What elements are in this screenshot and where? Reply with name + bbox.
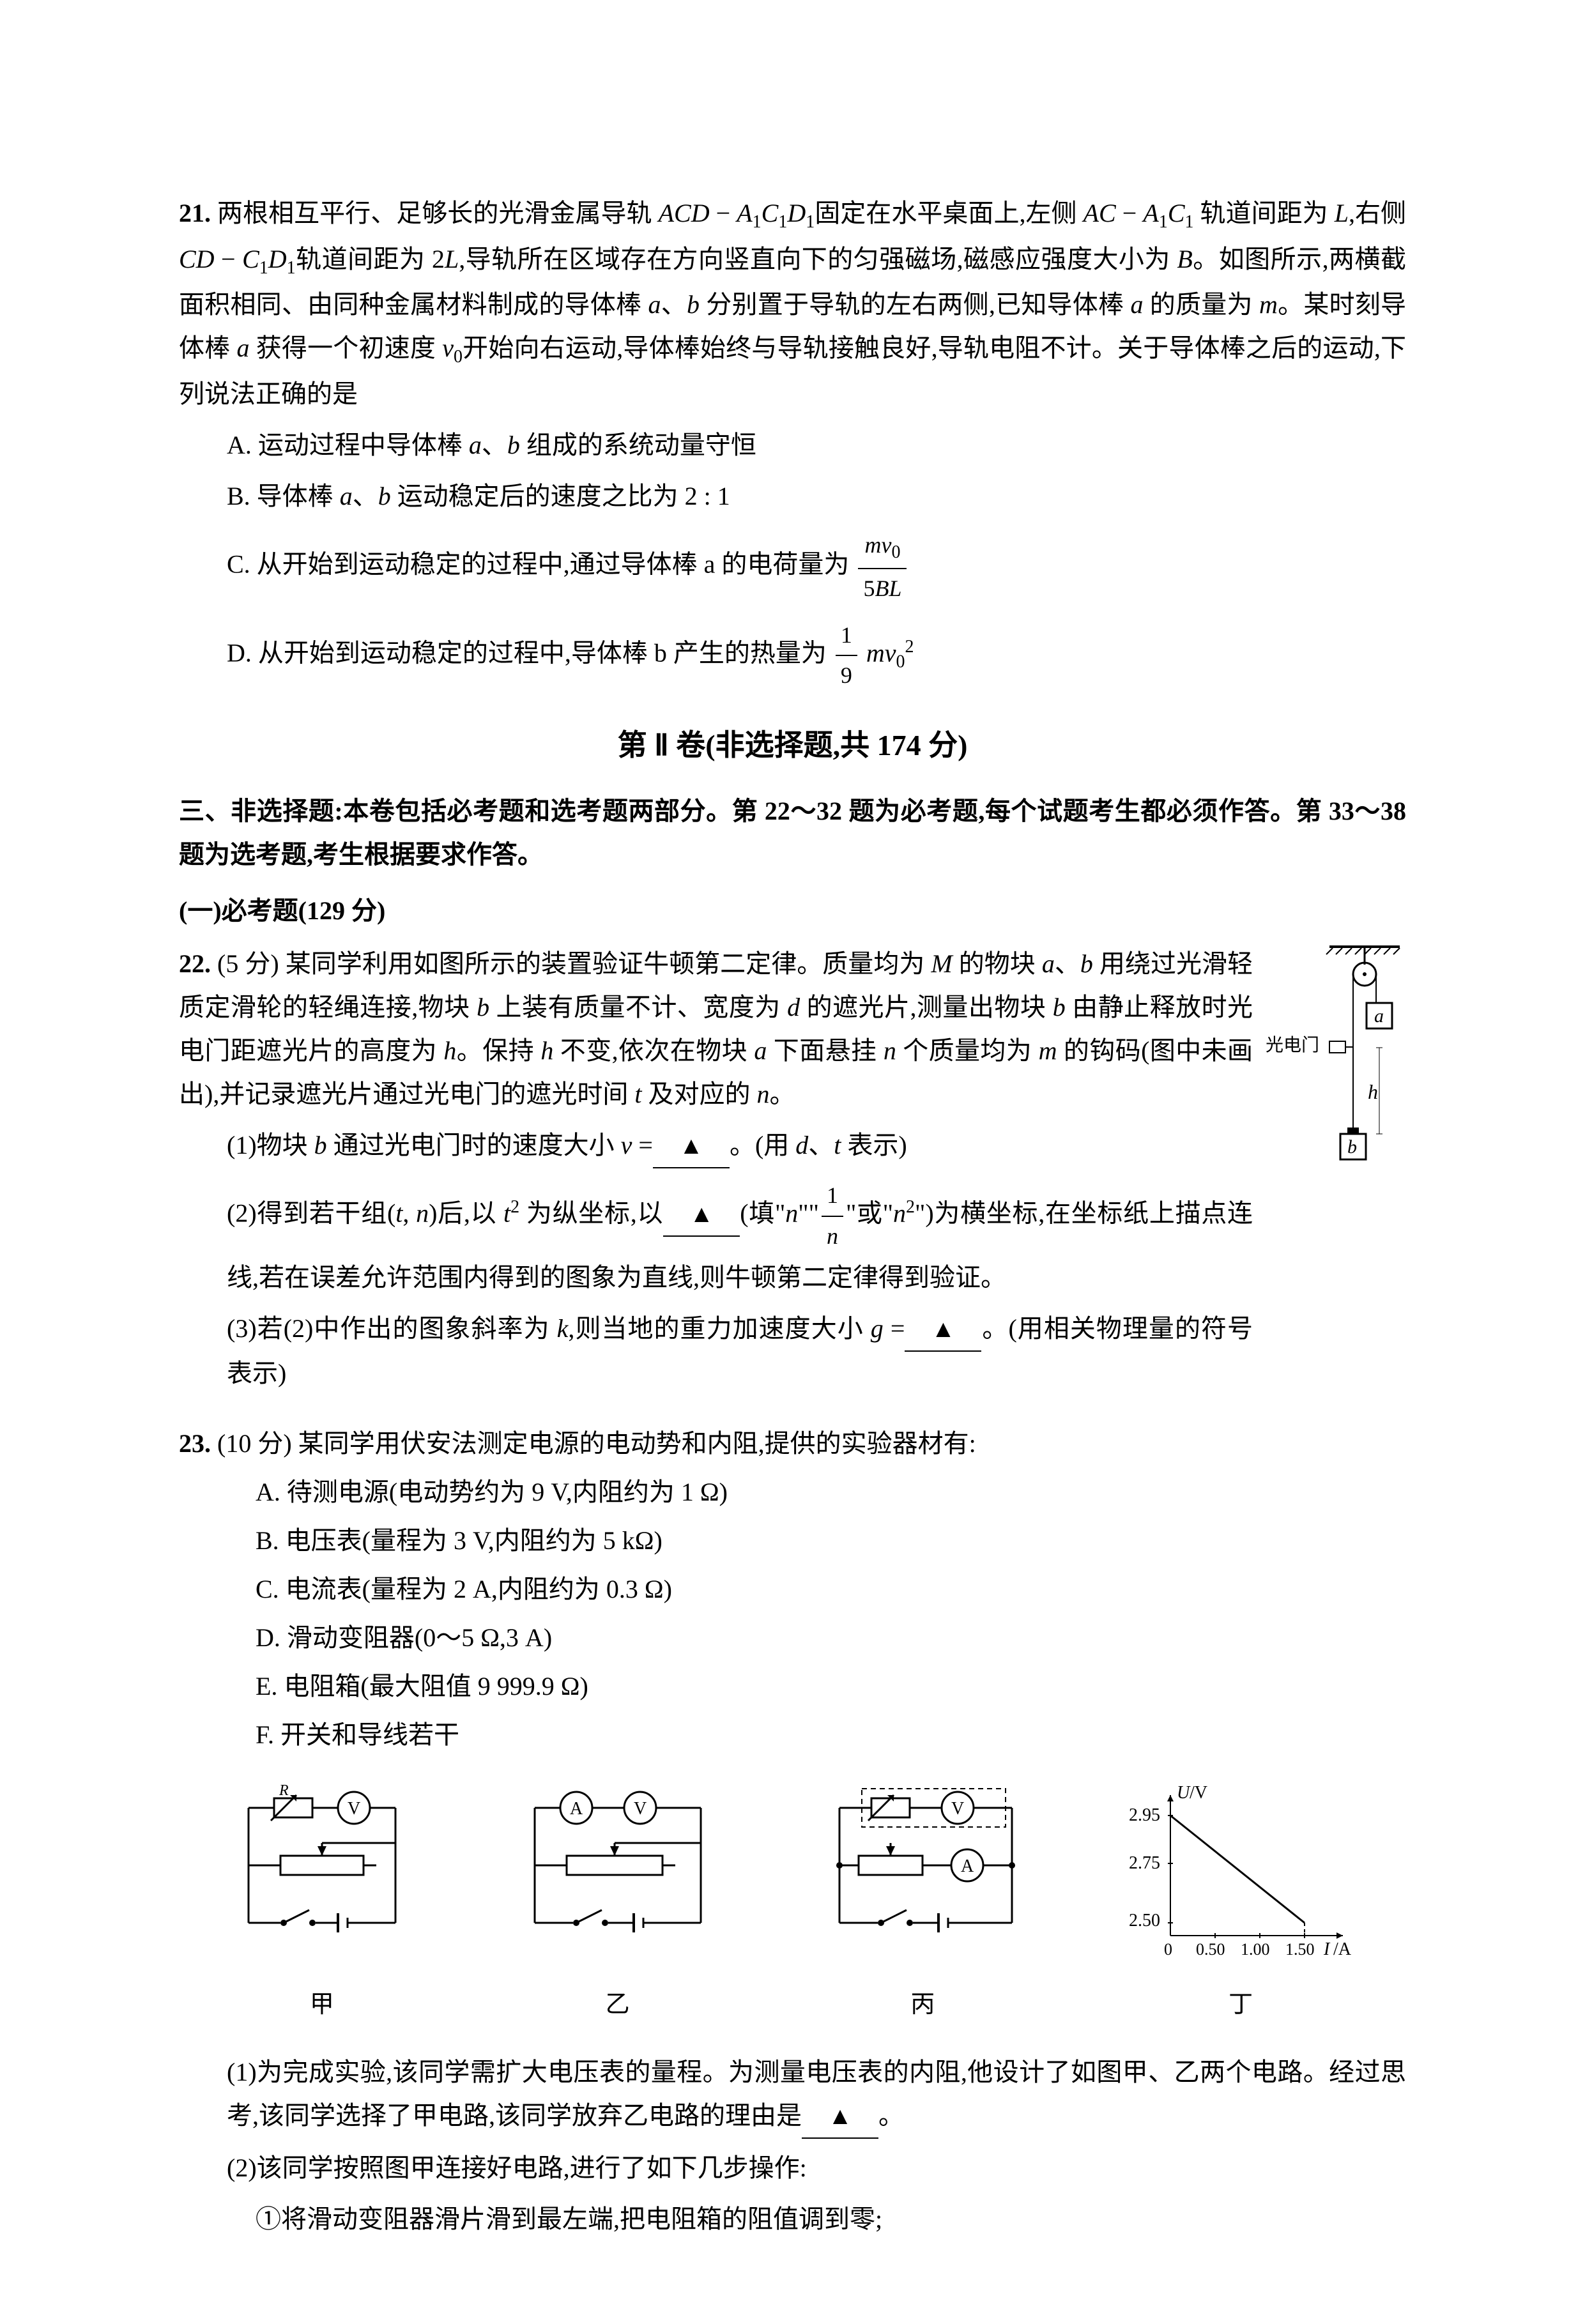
- q23-equipment-list: A. 待测电源(电动势约为 9 V,内阻约为 1 Ω) B. 电压表(量程为 3…: [179, 1471, 1406, 1757]
- pulley-diagram-svg: a 光电门 h b: [1266, 942, 1406, 1179]
- svg-text:0.50: 0.50: [1196, 1940, 1225, 1959]
- circuit-jia-label: 甲: [223, 1984, 421, 2026]
- q21-d-fraction: 1 9: [836, 616, 857, 695]
- q21-options: A. 运动过程中导体棒 a、b 组成的系统动量守恒 B. 导体棒 a、b 运动稳…: [179, 424, 1406, 695]
- question-23: 23. (10 分) 某同学用伏安法测定电源的电动势和内阻,提供的实验器材有: …: [179, 1422, 1406, 2242]
- svg-text:/A: /A: [1333, 1939, 1352, 1959]
- svg-text:I: I: [1323, 1939, 1331, 1959]
- question-22: 22. (5 分) 某同学利用如图所示的装置验证牛顿第二定律。质量均为 M 的物…: [179, 942, 1406, 1402]
- q21-option-d: D. 从开始到运动稳定的过程中,导体棒 b 产生的热量为 1 9 mv02: [227, 616, 1406, 695]
- svg-text:V: V: [634, 1799, 647, 1819]
- q23-sub2: (2)该同学按照图甲连接好电路,进行了如下几步操作:: [179, 2146, 1406, 2190]
- subsection-required: (一)必考题(129 分): [179, 889, 1406, 933]
- svg-text:/V: /V: [1190, 1783, 1207, 1803]
- q23-body: 23. (10 分) 某同学用伏安法测定电源的电动势和内阻,提供的实验器材有:: [179, 1422, 1406, 1465]
- q23-sub2-step1: ①将滑动变阻器滑片滑到最左端,把电阻箱的阻值调到零;: [179, 2198, 1406, 2241]
- circuit-jia-svg: R V: [223, 1782, 421, 1961]
- question-21: 21. 两根相互平行、足够长的光滑金属导轨 ACD − A1C1D1固定在水平桌…: [179, 192, 1406, 695]
- section-2-title: 第 Ⅱ 卷(非选择题,共 174 分): [179, 721, 1406, 770]
- svg-text:U: U: [1177, 1783, 1191, 1803]
- q23-equip-f: F. 开关和导线若干: [256, 1713, 1406, 1757]
- circuit-bing-svg: V A: [814, 1782, 1031, 1961]
- svg-text:V: V: [951, 1799, 964, 1819]
- svg-text:b: b: [1347, 1136, 1357, 1158]
- q21-c-prefix: C. 从开始到运动稳定的过程中,通过导体棒 a 的电荷量为: [227, 549, 849, 578]
- q21-number: 21.: [179, 199, 211, 227]
- q21-d-prefix: D. 从开始到运动稳定的过程中,导体棒 b 产生的热量为: [227, 638, 827, 667]
- q23-points: (10 分): [217, 1429, 292, 1458]
- q21-option-c: C. 从开始到运动稳定的过程中,通过导体棒 a 的电荷量为 mv0 5BL: [227, 526, 1406, 608]
- svg-text:a: a: [1374, 1005, 1384, 1027]
- svg-text:0: 0: [1164, 1940, 1172, 1959]
- circuit-yi-label: 乙: [509, 1984, 726, 2026]
- q23-equip-d: D. 滑动变阻器(0～5 Ω,3 A): [256, 1616, 1406, 1660]
- q22-sub2: (2)得到若干组(t, n)后,以 t2 为纵坐标,以▲(填"n""1n"或"n…: [179, 1176, 1253, 1299]
- svg-text:2.95: 2.95: [1129, 1805, 1160, 1825]
- svg-text:h: h: [1368, 1080, 1378, 1103]
- q23-text: 某同学用伏安法测定电源的电动势和内阻,提供的实验器材有:: [298, 1429, 976, 1458]
- q23-equip-b: B. 电压表(量程为 3 V,内阻约为 5 kΩ): [256, 1519, 1406, 1563]
- q23-equip-e: E. 电阻箱(最大阻值 9 999.9 Ω): [256, 1665, 1406, 1708]
- q21-c-fraction: mv0 5BL: [858, 526, 907, 608]
- q23-number: 23.: [179, 1429, 211, 1458]
- q22-sub1: (1)物块 b 通过光电门时的速度大小 v =▲。(用 d、t 表示): [179, 1124, 1253, 1168]
- q22-number: 22.: [179, 949, 211, 978]
- q22-body: 22. (5 分) 某同学利用如图所示的装置验证牛顿第二定律。质量均为 M 的物…: [179, 942, 1253, 1116]
- circuit-yi-svg: A V: [509, 1782, 726, 1961]
- q21-option-a: A. 运动过程中导体棒 a、b 组成的系统动量守恒: [227, 424, 1406, 467]
- q23-equip-c: C. 电流表(量程为 2 A,内阻约为 0.3 Ω): [256, 1568, 1406, 1611]
- q21-text: 两根相互平行、足够长的光滑金属导轨 ACD − A1C1D1固定在水平桌面上,左…: [179, 199, 1406, 408]
- q21-body: 21. 两根相互平行、足够长的光滑金属导轨 ACD − A1C1D1固定在水平桌…: [179, 192, 1406, 416]
- circuit-yi: A V: [509, 1782, 726, 2026]
- svg-text:光电门: 光电门: [1266, 1035, 1319, 1055]
- circuit-bing-label: 丙: [814, 1984, 1031, 2026]
- q22-diagram: a 光电门 h b: [1266, 942, 1406, 1192]
- svg-text:1.00: 1.00: [1241, 1940, 1270, 1959]
- graph-ding-label: 丁: [1119, 1984, 1362, 2026]
- q21-option-b: B. 导体棒 a、b 运动稳定后的速度之比为 2 : 1: [227, 475, 1406, 518]
- svg-text:2.50: 2.50: [1129, 1911, 1160, 1930]
- section-2-instructions: 三、非选择题:本卷包括必考题和选考题两部分。第 22～32 题为必考题,每个试题…: [179, 790, 1406, 876]
- svg-text:A: A: [570, 1799, 583, 1819]
- q22-text: 某同学利用如图所示的装置验证牛顿第二定律。质量均为 M 的物块 a、b 用绕过光…: [179, 949, 1253, 1108]
- graph-ding-svg: U /V 2.95 2.75 2.50 0 0.50 1.00 1.50 I /…: [1119, 1782, 1362, 1961]
- q22-sub3: (3)若(2)中作出的图象斜率为 k,则当地的重力加速度大小 g =▲。(用相关…: [179, 1307, 1253, 1395]
- q23-equip-a: A. 待测电源(电动势约为 9 V,内阻约为 1 Ω): [256, 1471, 1406, 1514]
- q23-sub1: (1)为完成实验,该同学需扩大电压表的量程。为测量电压表的内阻,他设计了如图甲、…: [179, 2051, 1406, 2139]
- q23-circuits-row: R V: [179, 1782, 1406, 2026]
- svg-text:2.75: 2.75: [1129, 1853, 1160, 1873]
- q22-points: (5 分): [217, 949, 279, 978]
- svg-text:R: R: [279, 1782, 289, 1799]
- circuit-bing: V A: [814, 1782, 1031, 2026]
- svg-text:V: V: [348, 1799, 360, 1819]
- graph-ding: U /V 2.95 2.75 2.50 0 0.50 1.00 1.50 I /…: [1119, 1782, 1362, 2026]
- svg-text:A: A: [961, 1856, 974, 1876]
- svg-text:1.50: 1.50: [1285, 1940, 1315, 1959]
- circuit-jia: R V: [223, 1782, 421, 2026]
